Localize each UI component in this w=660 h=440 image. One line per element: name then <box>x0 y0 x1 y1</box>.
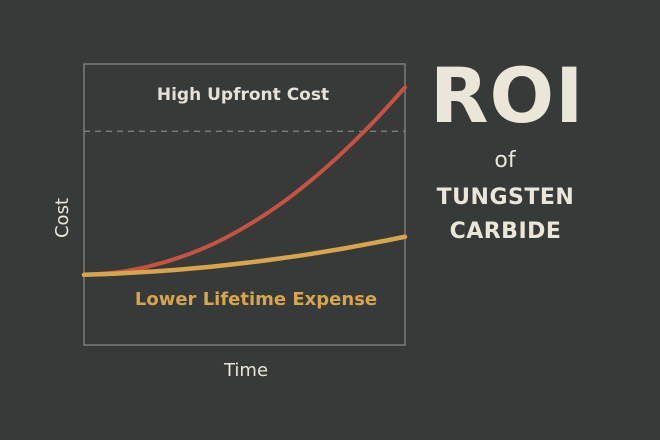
series-line-high-cost <box>82 85 407 277</box>
title-of: of <box>494 148 516 173</box>
annotation-high-upfront-cost: High Upfront Cost <box>157 85 329 105</box>
title-carbide: CARBIDE <box>449 219 562 244</box>
x-axis-label: Time <box>223 360 268 381</box>
series-line-lower-expense <box>81 234 408 278</box>
title-roi: ROI <box>430 51 585 140</box>
annotation-lower-lifetime-expense: Lower Lifetime Expense <box>135 289 377 310</box>
y-axis-label: Cost <box>52 198 73 238</box>
plot-frame <box>83 63 406 346</box>
title-tungsten: TUNGSTEN <box>436 185 575 210</box>
